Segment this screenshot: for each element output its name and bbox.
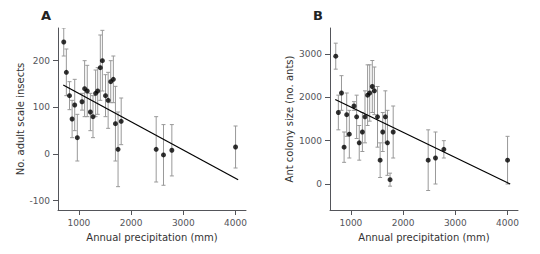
svg-text:2000: 2000	[299, 92, 322, 102]
svg-text:No. adult scale insects: No. adult scale insects	[15, 63, 26, 176]
svg-text:Annual precipitation (mm): Annual precipitation (mm)	[86, 232, 218, 243]
svg-text:A: A	[41, 8, 51, 23]
svg-text:4000: 4000	[224, 218, 247, 228]
svg-text:-100: -100	[30, 196, 51, 206]
svg-text:3000: 3000	[172, 218, 195, 228]
svg-text:1000: 1000	[67, 218, 90, 228]
svg-text:0: 0	[44, 149, 50, 159]
svg-text:2000: 2000	[120, 218, 143, 228]
svg-text:1000: 1000	[339, 218, 362, 228]
svg-text:1000: 1000	[299, 136, 322, 146]
svg-text:3000: 3000	[444, 218, 467, 228]
svg-text:3000: 3000	[299, 49, 322, 59]
svg-text:Ant colony size (no. ants): Ant colony size (no. ants)	[284, 55, 295, 182]
svg-text:2000: 2000	[392, 218, 415, 228]
svg-text:200: 200	[33, 56, 50, 66]
svg-text:4000: 4000	[496, 218, 519, 228]
svg-text:100: 100	[33, 102, 50, 112]
svg-text:Annual precipitation (mm): Annual precipitation (mm)	[358, 232, 490, 243]
svg-text:B: B	[313, 8, 323, 23]
svg-text:0: 0	[316, 179, 322, 189]
